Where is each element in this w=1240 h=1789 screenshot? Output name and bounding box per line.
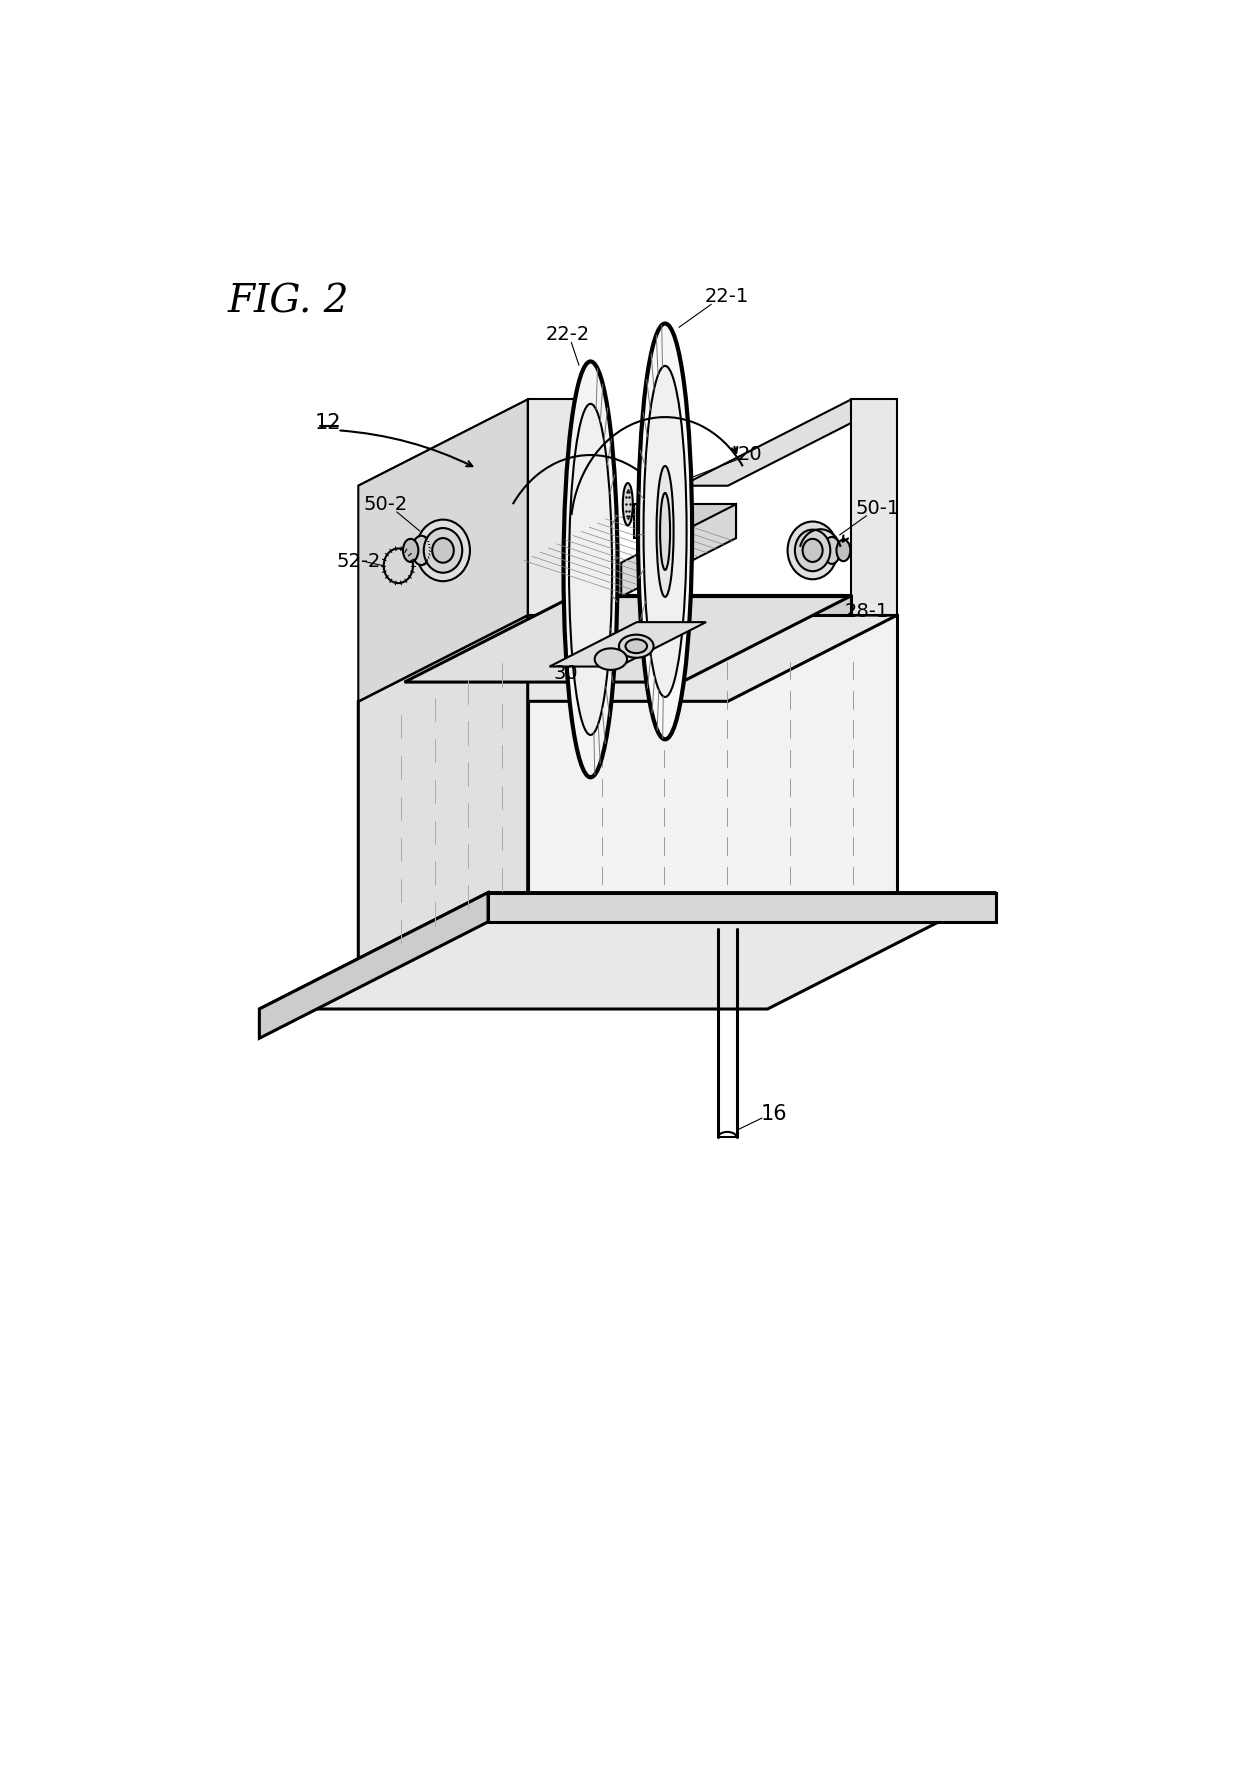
Ellipse shape (795, 530, 831, 571)
Ellipse shape (802, 538, 822, 562)
Ellipse shape (619, 635, 653, 658)
Polygon shape (358, 615, 898, 701)
Polygon shape (621, 504, 737, 596)
Polygon shape (851, 399, 898, 615)
Ellipse shape (823, 537, 841, 564)
Polygon shape (358, 399, 574, 487)
Ellipse shape (622, 483, 632, 526)
Ellipse shape (569, 404, 613, 735)
Polygon shape (358, 615, 528, 995)
Polygon shape (259, 893, 996, 1009)
Ellipse shape (656, 465, 673, 598)
Ellipse shape (660, 494, 670, 571)
Polygon shape (528, 399, 574, 615)
Text: 12: 12 (314, 413, 341, 433)
Ellipse shape (412, 535, 432, 565)
Text: 50-2: 50-2 (363, 496, 408, 513)
Polygon shape (358, 399, 528, 701)
Ellipse shape (625, 639, 647, 653)
Text: 16: 16 (760, 1104, 787, 1123)
Polygon shape (489, 893, 996, 921)
Ellipse shape (424, 528, 463, 572)
Text: FIG. 2: FIG. 2 (227, 284, 348, 320)
Polygon shape (682, 399, 898, 487)
Ellipse shape (837, 540, 851, 562)
Polygon shape (549, 623, 706, 667)
Text: 50-1: 50-1 (856, 499, 900, 517)
Polygon shape (635, 504, 737, 538)
Text: 22-2: 22-2 (546, 326, 589, 343)
Polygon shape (404, 596, 851, 682)
Ellipse shape (403, 538, 418, 562)
Text: 30: 30 (554, 664, 579, 683)
Text: 22-1: 22-1 (704, 286, 749, 306)
Ellipse shape (383, 549, 413, 583)
Polygon shape (259, 893, 489, 1038)
Ellipse shape (787, 522, 838, 580)
Polygon shape (528, 615, 898, 907)
Ellipse shape (644, 367, 687, 698)
Text: 52-2: 52-2 (336, 553, 381, 571)
Ellipse shape (417, 519, 470, 581)
Text: 20: 20 (738, 445, 763, 463)
Ellipse shape (563, 361, 618, 776)
Ellipse shape (595, 648, 627, 669)
Ellipse shape (433, 538, 454, 564)
Ellipse shape (639, 324, 692, 739)
Polygon shape (574, 596, 851, 615)
Text: 28-1: 28-1 (844, 601, 889, 621)
